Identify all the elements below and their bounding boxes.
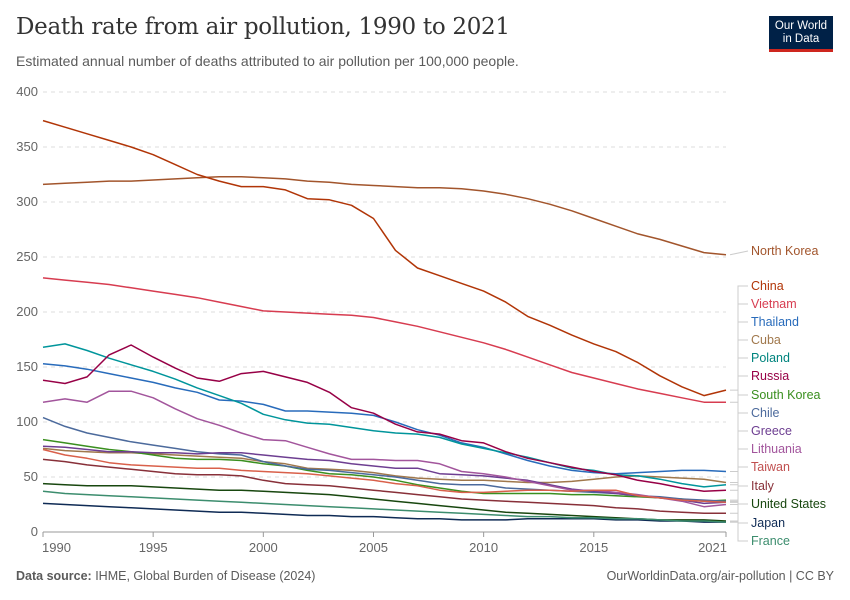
x-tick-label: 2015 [579,540,608,555]
source-url[interactable]: OurWorldinData.org/air-pollution | CC BY [606,569,834,583]
label-connector [730,448,748,505]
label-connector [729,250,749,256]
data-source-text: IHME, Global Burden of Disease (2024) [91,569,316,583]
y-tick-label: 250 [16,249,38,264]
label-connector [730,466,748,503]
series-line-vietnam [42,277,726,403]
data-source-label: Data source: [16,569,92,583]
y-tick-label: 150 [16,359,38,374]
label-connector [730,339,748,483]
series-label-south-korea: South Korea [751,388,821,402]
series-line-france [42,490,727,523]
series-line-united-states [42,482,727,522]
logo-line-2: in Data [782,33,820,45]
y-tick-label: 0 [31,524,38,539]
series-label-thailand: Thailand [751,315,799,329]
series-label-china: China [751,279,784,293]
series-label-russia: Russia [751,369,789,383]
x-tick-label: 2021 [698,540,727,555]
x-tick-label: 2000 [249,540,278,555]
chart-subtitle: Estimated annual number of deaths attrib… [16,53,519,69]
series-line-italy [42,458,726,515]
data-source: Data source: IHME, Global Burden of Dise… [16,569,315,583]
label-connector [730,412,748,502]
label-connector [730,303,748,403]
series-label-cuba: Cuba [751,333,781,347]
y-tick-label: 400 [16,84,38,99]
series-label-north-korea: North Korea [751,244,818,258]
series-line-north-korea [42,175,727,256]
series-line-greece [42,445,727,505]
owid-logo[interactable]: Our World in Data [769,16,833,52]
y-tick-label: 350 [16,139,38,154]
series-line-china [42,119,727,397]
y-tick-label: 100 [16,414,38,429]
series-line-russia [42,344,727,493]
series-label-poland: Poland [751,351,790,365]
y-tick-label: 300 [16,194,38,209]
label-connector [730,357,748,486]
label-connector [730,503,748,522]
x-tick-label: 2010 [469,540,498,555]
series-line-taiwan [42,448,727,504]
y-tick-label: 50 [24,469,38,484]
series-label-japan: Japan [751,516,785,530]
series-label-taiwan: Taiwan [751,460,790,474]
x-tick-label: 1995 [139,540,168,555]
series-line-lithuania [42,390,727,508]
label-connector [730,485,748,514]
label-connector [730,285,748,391]
series-line-south-korea [42,438,727,502]
series-line-cuba [42,447,727,484]
series-label-lithuania: Lithuania [751,442,802,456]
series-label-vietnam: Vietnam [751,297,797,311]
y-tick-label: 200 [16,304,38,319]
label-connector [730,375,748,491]
series-label-chile: Chile [751,406,780,420]
chart-title: Death rate from air pollution, 1990 to 2… [16,14,510,40]
series-label-italy: Italy [751,479,775,493]
x-tick-label: 2005 [359,540,388,555]
label-connector [730,521,748,542]
series-line-japan [42,502,726,523]
x-tick-label: 1990 [42,540,71,555]
series-label-united-states: United States [751,497,826,511]
series-label-greece: Greece [751,424,792,438]
series-label-france: France [751,534,790,548]
logo-line-1: Our World [774,20,828,32]
